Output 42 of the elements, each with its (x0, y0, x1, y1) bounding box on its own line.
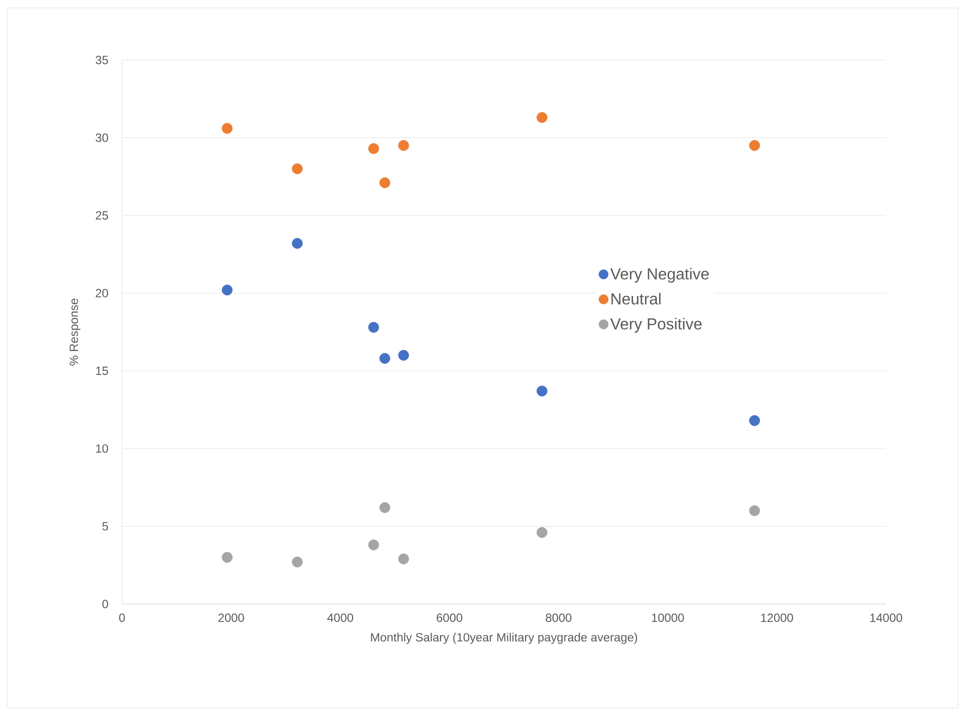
point (379, 502, 390, 514)
point (749, 140, 760, 151)
x-tick-label: 10000 (652, 613, 684, 622)
x-tick-label: 12000 (761, 613, 794, 622)
x-tick-label: 6000 (436, 613, 462, 622)
x-tick-label: 4000 (327, 613, 354, 622)
x-tick-label: 0 (119, 613, 125, 622)
x-axis-title: Monthly Salary (10year Military paygrade average) (371, 632, 638, 644)
point (292, 556, 303, 568)
point (368, 322, 380, 333)
y-tick-label: 15 (96, 366, 108, 376)
point (398, 140, 409, 151)
y-tick-label: 20 (96, 288, 108, 298)
point (749, 415, 760, 426)
y-tick-label: 35 (96, 56, 108, 64)
point (749, 505, 760, 516)
legend-label: Neutral (612, 292, 661, 305)
y-tick-label: 25 (96, 211, 108, 220)
point (292, 163, 303, 174)
x-tick-label: 2000 (218, 613, 244, 622)
point (398, 554, 409, 564)
x-tick-label: 8000 (546, 613, 572, 622)
y-tick-label: 5 (102, 522, 108, 530)
point (292, 238, 303, 249)
point (222, 284, 233, 296)
x-tick-label: 14000 (870, 613, 902, 622)
point (368, 143, 380, 154)
point (222, 552, 233, 563)
point (536, 112, 548, 123)
point (536, 527, 548, 538)
point (398, 350, 409, 361)
point (368, 540, 380, 550)
y-tick-label: 10 (96, 444, 108, 453)
y-axis-title: % Response (70, 298, 80, 366)
point (379, 177, 390, 188)
y-tick-label: 30 (96, 133, 108, 142)
point (222, 122, 233, 134)
legend-label: Very Positive (610, 318, 702, 333)
point (536, 386, 548, 396)
legend-label: Very Negative (610, 268, 709, 283)
point (379, 353, 390, 364)
y-tick-label: 0 (102, 600, 108, 608)
